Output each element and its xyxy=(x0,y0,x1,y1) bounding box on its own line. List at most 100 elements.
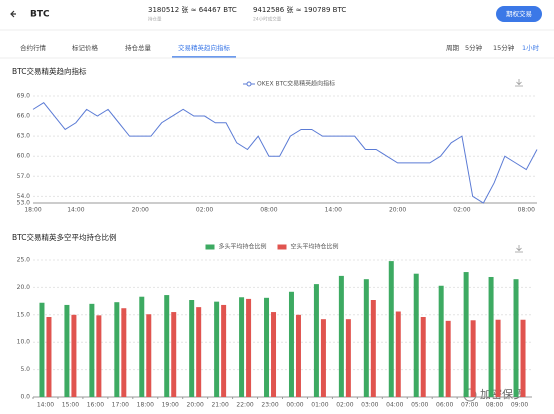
chart-title: BTC交易精英多空平均持仓比例 xyxy=(12,232,117,242)
bar xyxy=(395,311,401,397)
x-tick-label: 07:00 xyxy=(461,402,478,409)
bar xyxy=(438,285,444,397)
tab-active[interactable]: 交易精英趋向指标 xyxy=(178,43,231,52)
x-tick-label: 08:00 xyxy=(518,207,535,214)
download-icon[interactable] xyxy=(515,245,523,253)
x-tick-label: 20:00 xyxy=(187,402,204,409)
bar xyxy=(246,298,252,397)
x-tick-label: 00:00 xyxy=(286,402,303,409)
bar xyxy=(46,316,52,397)
bar xyxy=(513,279,519,397)
x-tick-label: 17:00 xyxy=(112,402,129,409)
bar xyxy=(370,300,376,397)
y-tick-label: 60.0 xyxy=(17,153,31,160)
x-tick-label: 09:00 xyxy=(511,402,528,409)
x-tick-label: 02:00 xyxy=(336,402,353,409)
y-tick-label: 10.0 xyxy=(17,339,31,346)
legend-swatch xyxy=(205,244,215,250)
chart-title: BTC交易精英趋向指标 xyxy=(12,66,87,76)
x-tick-label: 18:00 xyxy=(24,207,41,214)
bar xyxy=(64,304,70,397)
bar xyxy=(470,320,476,397)
y-tick-label: 69.0 xyxy=(17,93,31,100)
x-tick-label: 18:00 xyxy=(137,402,154,409)
y-tick-label: 15.0 xyxy=(17,311,31,318)
bar xyxy=(139,296,145,397)
bar xyxy=(239,297,245,397)
bar xyxy=(114,302,120,397)
period-option[interactable]: 15分钟 xyxy=(493,43,515,52)
bar xyxy=(295,314,301,397)
open-interest: 3180512 张 ≈ 64467 BTC xyxy=(148,5,237,14)
y-tick-label: 53.0 xyxy=(17,200,31,207)
bar xyxy=(313,284,319,397)
bar xyxy=(71,314,77,397)
y-tick-label: 20.0 xyxy=(17,284,31,291)
y-tick-label: 57.0 xyxy=(17,173,31,180)
open-interest-label: 持仓量 xyxy=(148,16,162,23)
x-tick-label: 04:00 xyxy=(386,402,403,409)
x-tick-label: 05:00 xyxy=(411,402,428,409)
bar xyxy=(363,279,369,397)
bar xyxy=(221,304,227,397)
tab[interactable]: 合约行情 xyxy=(20,43,47,52)
tab[interactable]: 标记价格 xyxy=(72,43,99,52)
legend-label: 空头平均持仓比例 xyxy=(291,243,339,251)
action-button-label: 期权交易 xyxy=(506,9,532,18)
x-tick-label: 14:00 xyxy=(325,207,342,214)
bar xyxy=(164,295,170,397)
x-tick-label: 02:00 xyxy=(453,207,470,214)
x-tick-label: 06:00 xyxy=(436,402,453,409)
period-option-active[interactable]: 1小时 xyxy=(522,43,540,52)
legend-label: 多头平均持仓比例 xyxy=(219,243,267,251)
volume-label: 24小时成交量 xyxy=(253,16,282,23)
bar xyxy=(146,314,152,397)
download-icon[interactable] xyxy=(515,79,523,87)
y-tick-label: 25.0 xyxy=(17,257,31,264)
legend-marker xyxy=(246,81,252,87)
bar xyxy=(121,308,127,397)
tab[interactable]: 持仓总量 xyxy=(125,43,152,52)
x-tick-label: 14:00 xyxy=(67,207,84,214)
y-tick-label: 63.0 xyxy=(17,133,31,140)
x-tick-label: 20:00 xyxy=(389,207,406,214)
bar xyxy=(345,319,351,397)
y-tick-label: 54.0 xyxy=(17,193,31,200)
back-arrow[interactable] xyxy=(10,10,16,18)
action-button[interactable] xyxy=(496,6,542,22)
x-tick-label: 15:00 xyxy=(62,402,79,409)
bar xyxy=(413,273,419,397)
bar xyxy=(196,307,202,397)
x-tick-label: 16:00 xyxy=(87,402,104,409)
bar xyxy=(89,303,95,397)
bar xyxy=(39,302,45,397)
bar xyxy=(271,312,277,397)
bar xyxy=(488,276,494,397)
period-label: 周期 xyxy=(446,44,460,52)
legend-swatch xyxy=(277,244,287,250)
bar xyxy=(288,291,294,397)
bar xyxy=(189,300,195,397)
x-tick-label: 01:00 xyxy=(311,402,328,409)
bar xyxy=(520,319,526,397)
y-tick-label: 5.0 xyxy=(20,366,30,373)
x-tick-label: 08:00 xyxy=(486,402,503,409)
y-tick-label: 0.0 xyxy=(20,394,30,401)
period-option[interactable]: 5分钟 xyxy=(465,43,483,52)
x-tick-label: 02:00 xyxy=(196,207,213,214)
bar xyxy=(264,297,270,397)
x-tick-label: 03:00 xyxy=(361,402,378,409)
x-tick-label: 21:00 xyxy=(211,402,228,409)
volume: 9412586 张 ≈ 190789 BTC xyxy=(253,5,346,14)
line-series xyxy=(32,102,538,204)
bar xyxy=(388,261,394,397)
bar xyxy=(171,312,177,397)
bar xyxy=(463,272,469,397)
x-tick-label: 20:00 xyxy=(132,207,149,214)
bar xyxy=(320,319,326,397)
x-tick-label: 08:00 xyxy=(260,207,277,214)
legend-label: OKEX BTC交易精英趋向指标 xyxy=(257,80,335,88)
y-tick-label: 66.0 xyxy=(17,113,31,120)
page-title: BTC xyxy=(30,10,50,20)
